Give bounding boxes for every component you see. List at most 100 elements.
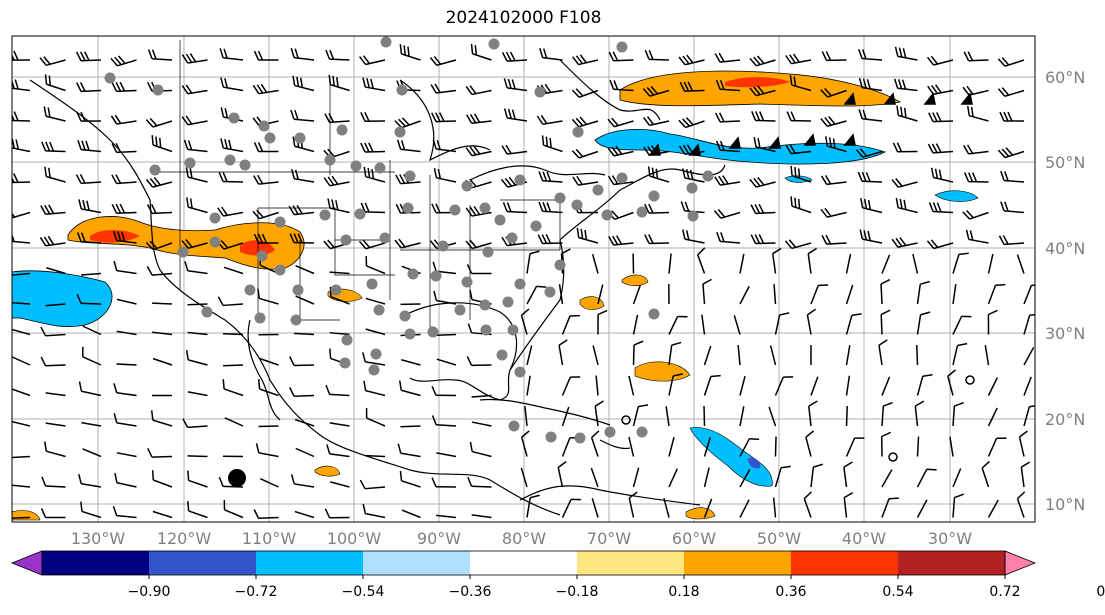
wind-barb xyxy=(668,341,682,366)
colorbar-tick-label: −0.54 xyxy=(342,584,385,600)
station-dot xyxy=(336,124,348,136)
wind-barb xyxy=(952,315,972,335)
wind-barb xyxy=(186,197,208,214)
wind-barb xyxy=(289,387,315,397)
station-dot xyxy=(488,38,500,50)
station-dot xyxy=(404,170,416,182)
wind-barb xyxy=(12,173,31,184)
wind-barb xyxy=(184,261,208,275)
station-dot xyxy=(648,190,660,202)
wind-barb xyxy=(80,272,102,276)
wind-barb xyxy=(682,168,705,183)
wind-barb xyxy=(880,278,891,305)
wind-barb xyxy=(294,418,315,427)
wind-barb xyxy=(820,207,847,218)
wind-barb xyxy=(147,447,173,458)
wind-barb xyxy=(916,436,920,457)
colorbar-extend-high xyxy=(1004,550,1037,576)
wind-barb xyxy=(471,394,492,398)
wind-barb xyxy=(253,50,279,61)
wind-barb xyxy=(984,345,990,366)
wind-barb xyxy=(713,209,741,219)
wind-pennant xyxy=(883,92,896,105)
wind-barb xyxy=(44,441,66,458)
colorbar xyxy=(10,550,1037,576)
wind-barb xyxy=(539,47,563,61)
wind-barb xyxy=(329,286,350,305)
wind-barb xyxy=(327,198,350,214)
station-dot xyxy=(404,328,416,340)
wind-barb xyxy=(520,430,530,457)
wind-barb xyxy=(591,254,599,274)
station-dot xyxy=(572,126,584,138)
station-dot xyxy=(449,204,461,216)
wind-barb xyxy=(894,46,918,61)
wind-barb xyxy=(253,174,279,185)
wind-barb xyxy=(845,284,854,305)
station-dot xyxy=(177,246,189,258)
wind-barb xyxy=(930,167,954,183)
wind-barb xyxy=(997,87,1025,97)
station-dot xyxy=(506,232,518,244)
positive-core-north-atlantic xyxy=(725,77,790,88)
wind-barb xyxy=(607,117,634,128)
wind-barb xyxy=(116,452,137,458)
station-dot xyxy=(461,276,473,288)
wind-barb xyxy=(80,501,102,519)
wind-barb xyxy=(400,425,421,428)
station-dot xyxy=(339,357,351,369)
wind-barb xyxy=(739,375,746,396)
wind-barb xyxy=(703,374,721,396)
wind-barb xyxy=(628,491,638,518)
wind-barb xyxy=(145,117,173,128)
station-dot xyxy=(554,259,566,271)
station-dot xyxy=(354,208,366,220)
wind-barb xyxy=(820,116,847,127)
lon-label: 80°W xyxy=(502,529,546,548)
station-dot xyxy=(373,304,385,316)
station-dot xyxy=(430,270,442,282)
station-dot xyxy=(184,157,196,169)
wind-barb xyxy=(558,284,564,305)
wind-barb xyxy=(952,493,964,518)
wind-barb xyxy=(561,314,580,335)
wind-barb xyxy=(643,116,670,127)
lon-label: 110°W xyxy=(242,529,297,548)
wind-barb xyxy=(881,469,893,488)
colorbar-tick-label: −0.36 xyxy=(449,584,492,600)
station-dot xyxy=(544,286,556,298)
wind-barb xyxy=(715,140,741,153)
wind-barb xyxy=(739,406,745,427)
wind-barb xyxy=(181,115,208,126)
coastlines xyxy=(29,59,726,516)
wind-pennant xyxy=(768,136,781,149)
wind-barb xyxy=(1000,170,1025,183)
station-dot xyxy=(104,72,116,84)
wind-barb xyxy=(561,376,581,396)
wind-barb xyxy=(12,78,31,92)
wind-barb xyxy=(45,392,66,397)
colorbar-segment xyxy=(256,551,363,575)
wind-barb xyxy=(1023,404,1035,427)
wind-barb xyxy=(526,250,540,274)
wind-barb xyxy=(181,239,208,249)
wind-barb xyxy=(952,401,964,427)
wind-barb xyxy=(749,85,776,97)
wind-barb xyxy=(632,284,641,305)
wind-barb xyxy=(146,266,173,276)
station-dot xyxy=(496,349,508,361)
wind-barb xyxy=(820,174,847,186)
station-dot xyxy=(394,126,406,138)
wind-barb xyxy=(45,303,66,307)
wind-barb xyxy=(571,88,599,98)
wind-barb xyxy=(739,285,750,305)
wind-barb xyxy=(1000,201,1025,214)
negative-small-east xyxy=(934,190,979,202)
wind-barb xyxy=(962,144,989,155)
station-dot xyxy=(686,182,698,194)
station-dot xyxy=(574,432,586,444)
station-dot xyxy=(152,84,164,96)
latitude-labels: 60°N 50°N 40°N 30°N 20°N 10°N xyxy=(1045,68,1085,514)
wind-barb xyxy=(465,85,492,96)
wind-barb xyxy=(952,284,957,305)
